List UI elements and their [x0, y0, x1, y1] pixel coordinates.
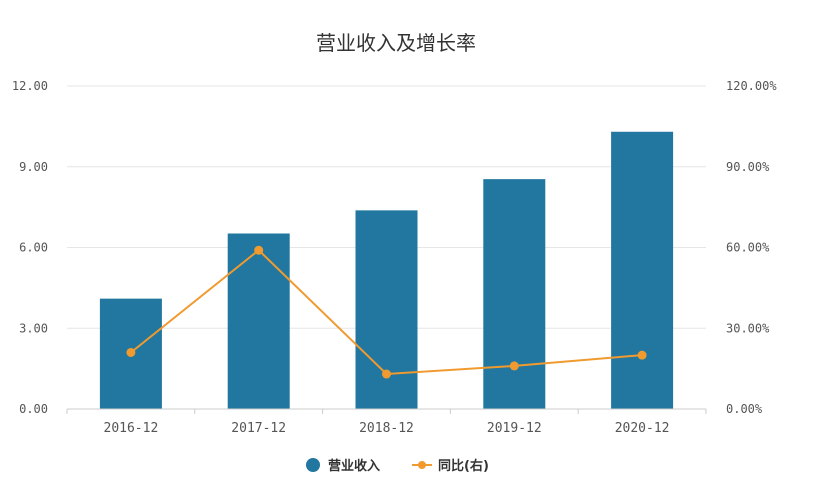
bar: [611, 131, 674, 409]
chart-title: 营业收入及增长率: [316, 31, 476, 55]
legend-marker-yoy: [418, 461, 426, 469]
left-tick-label: 0.00: [19, 402, 48, 416]
left-tick-label: 9.00: [19, 160, 48, 174]
x-tick-label: 2020-12: [615, 421, 670, 436]
left-tick-label: 12.00: [12, 79, 48, 93]
left-tick-label: 3.00: [19, 321, 48, 335]
x-tick-label: 2019-12: [487, 421, 542, 436]
right-tick-label: 0.00%: [726, 402, 763, 416]
bar: [483, 179, 546, 409]
x-axis: 2016-12 2017-12 2018-12 2019-12 2020-12: [66, 408, 707, 436]
line-point: [509, 361, 519, 371]
left-tick-label: 6.00: [19, 241, 48, 255]
legend-label-revenue: 营业收入: [328, 458, 380, 474]
right-tick-label: 120.00%: [726, 79, 777, 93]
legend: 营业收入 同比(右): [306, 458, 489, 474]
bar: [227, 233, 290, 409]
line-point: [254, 245, 264, 255]
right-tick-label: 60.00%: [726, 241, 770, 255]
legend-label-yoy: 同比(右): [438, 458, 489, 474]
x-tick-label: 2016-12: [104, 421, 159, 436]
x-tick-label: 2018-12: [359, 421, 414, 436]
line-point: [382, 369, 391, 379]
legend-marker-revenue: [306, 458, 320, 472]
line-point: [637, 350, 647, 360]
line-point: [126, 347, 136, 357]
line-series: [126, 245, 647, 379]
right-axis-ticks: 0.00% 30.00% 60.00% 90.00% 120.00%: [726, 79, 777, 416]
right-tick-label: 90.00%: [726, 160, 770, 174]
x-tick-label: 2017-12: [231, 421, 286, 436]
left-axis-ticks: 0.00 3.00 6.00 9.00 12.00: [12, 79, 48, 416]
bar: [355, 210, 418, 409]
bar-series: [99, 131, 674, 409]
right-tick-label: 30.00%: [726, 321, 770, 335]
